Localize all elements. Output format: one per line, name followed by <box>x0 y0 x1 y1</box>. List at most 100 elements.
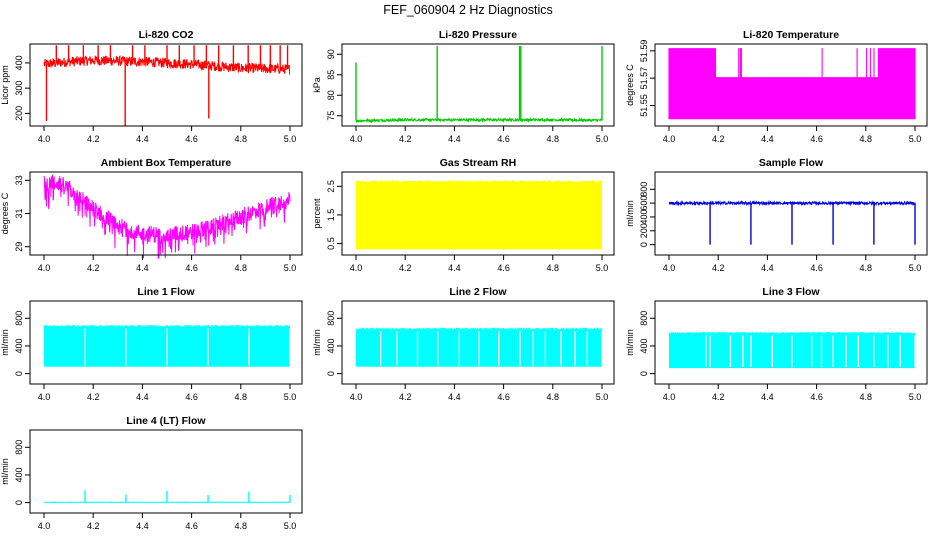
panel-1-frame <box>29 43 303 127</box>
panel-6-frame <box>654 171 928 256</box>
panel-7-xtick-label-6: 5.0 <box>284 392 297 402</box>
panel-1-ytick-label-3: 400 <box>14 55 24 70</box>
panel-7-ytick-label-3: 800 <box>14 311 24 326</box>
panel-8-title: Line 2 Flow <box>449 286 507 298</box>
panel-9-ytick-label-2: 400 <box>639 338 649 353</box>
panel-4-xtick-label-3: 4.4 <box>136 263 149 273</box>
panel-9-xtick-label-3: 4.4 <box>761 392 774 402</box>
panel-10-frame <box>29 429 303 514</box>
panel-4-ylabel: degrees C <box>0 192 10 234</box>
panel-9-frame <box>654 300 928 385</box>
panel-9-xtick-label-2: 4.2 <box>712 392 725 402</box>
panel-2-xtick-label-4: 4.6 <box>497 134 510 144</box>
panel-3-ytick-label-2: 51.57 <box>639 67 649 90</box>
panel-6-xtick-label-3: 4.4 <box>761 263 774 273</box>
panel-7-ylabel: ml/min <box>0 329 10 356</box>
panel-4-xtick-label-1: 4.0 <box>38 263 51 273</box>
panel-6-title: Sample Flow <box>759 157 824 169</box>
panel-4-title: Ambient Box Temperature <box>101 157 232 169</box>
panel-4-ytick-label-1: 29 <box>14 242 24 252</box>
panel-2-xtick-label-5: 4.8 <box>547 134 560 144</box>
panel-1-ylabel: Licor ppm <box>0 65 10 105</box>
panel-6-ytick-label-3: 400 <box>639 209 649 224</box>
panel-6-ytick-label-4: 600 <box>639 196 649 211</box>
panel-8-xtick-label-3: 4.4 <box>448 392 461 402</box>
panel-1-xtick-label-6: 5.0 <box>284 134 297 144</box>
panel-4-series <box>43 174 291 260</box>
panel-10-xtick-label-3: 4.4 <box>136 521 149 531</box>
panel-10-xtick-label-2: 4.2 <box>87 521 100 531</box>
panel-2-xtick-label-6: 5.0 <box>596 134 609 144</box>
panel-5-frame <box>341 171 615 256</box>
panel-4-ytick-label-3: 33 <box>14 175 24 185</box>
panel-7-title: Line 1 Flow <box>137 286 195 298</box>
panel-9-title: Line 3 Flow <box>762 286 820 298</box>
panel-3-frame <box>654 43 928 127</box>
panel-8-xtick-label-6: 5.0 <box>596 392 609 402</box>
panel-2: Li-820 Pressure 4.0 4.2 4.4 4.6 4.8 5.0 75 80 85 9… <box>312 29 615 144</box>
panel-9-xtick-label-5: 4.8 <box>860 392 873 402</box>
panel-7-ytick-label-2: 400 <box>14 338 24 353</box>
panel-3-xtick-label-4: 4.6 <box>810 134 823 144</box>
panel-9: Line 3 Flow 4.0 4.2 4.4 4.6 4.8 5.0 0 400 800 ml/m… <box>625 286 928 402</box>
panel-9-ytick-label-3: 800 <box>639 311 649 326</box>
panel-1-title: Li-820 CO2 <box>139 29 194 41</box>
panel-3-ytick-label-3: 51.59 <box>639 40 649 63</box>
panel-9-ylabel: ml/min <box>625 329 635 356</box>
panel-3-title: Li-820 Temperature <box>743 29 839 41</box>
panel-7-frame <box>29 300 303 385</box>
panel-6-xtick-label-5: 4.8 <box>860 263 873 273</box>
panel-8-frame <box>341 300 615 385</box>
panel-3-xtick-label-3: 4.4 <box>761 134 774 144</box>
panel-6-ytick-label-1: 0 <box>639 242 649 247</box>
panel-6-ylabel: ml/min <box>625 200 635 227</box>
panel-10-title: Line 4 (LT) Flow <box>126 415 206 427</box>
panel-7: Line 1 Flow 4.0 4.2 4.4 4.6 4.8 5.0 0 400 800 ml/m… <box>0 286 303 402</box>
panel-1: Li-820 CO2 4.0 4.2 4.4 4.6 4.8 5.0 200 300 400 Lic… <box>0 29 303 144</box>
panel-5-ytick-label-2: 1.5 <box>326 209 336 222</box>
panel-7-xtick-label-5: 4.8 <box>235 392 248 402</box>
panel-8-ylabel: ml/min <box>312 329 322 356</box>
panel-9-band-edge <box>668 331 916 334</box>
panel-1-xtick-label-1: 4.0 <box>38 134 51 144</box>
panel-1-xtick-label-4: 4.6 <box>185 134 198 144</box>
panel-4-xtick-label-6: 5.0 <box>284 263 297 273</box>
panel-3: Li-820 Temperature 4.0 4.2 4.4 4.6 4.8 5.0 51.5… <box>625 29 928 144</box>
panel-2-frame <box>341 43 615 127</box>
panel-4-xtick-label-2: 4.2 <box>87 263 100 273</box>
panel-5-xtick-label-2: 4.2 <box>399 263 412 273</box>
panel-3-xtick-label-5: 4.8 <box>860 134 873 144</box>
panel-8-ytick-label-1: 0 <box>326 371 336 376</box>
panel-10-ylabel: ml/min <box>0 458 10 485</box>
panel-6-xtick-label-1: 4.0 <box>663 263 676 273</box>
panel-5-xtick-label-3: 4.4 <box>448 263 461 273</box>
panel-3-xtick-label-2: 4.2 <box>712 134 725 144</box>
panel-10-xtick-label-1: 4.0 <box>38 521 51 531</box>
panel-5-ytick-label-1: 0.5 <box>326 237 336 250</box>
panel-6-series <box>668 199 916 245</box>
panel-2-ylabel: kPa <box>312 77 322 93</box>
panel-5-xtick-label-4: 4.6 <box>497 263 510 273</box>
panel-2-ytick-label-1: 75 <box>326 111 336 121</box>
panel-3-xtick-label-6: 5.0 <box>909 134 922 144</box>
panel-8-xtick-label-5: 4.8 <box>547 392 560 402</box>
panel-4-xtick-label-5: 4.8 <box>235 263 248 273</box>
panel-5-series <box>355 180 603 250</box>
panel-2-series <box>355 46 603 124</box>
panel-1-xtick-label-3: 4.4 <box>136 134 149 144</box>
panel-6-xtick-label-2: 4.2 <box>712 263 725 273</box>
panel-10-xtick-label-4: 4.6 <box>185 521 198 531</box>
panel-7-xtick-label-1: 4.0 <box>38 392 51 402</box>
panel-2-ytick-label-3: 85 <box>326 70 336 80</box>
panel-5-ytick-label-3: 2.5 <box>326 180 336 193</box>
figure-title: FEF_060904 2 Hz Diagnostics <box>383 3 553 17</box>
panel-2-title: Li-820 Pressure <box>439 29 517 41</box>
panel-8: Line 2 Flow 4.0 4.2 4.4 4.6 4.8 5.0 0 400 800 ml/m… <box>312 286 615 402</box>
panel-3-ylabel: degrees C <box>625 64 635 106</box>
panel-1-xtick-label-2: 4.2 <box>87 134 100 144</box>
panel-9-xtick-label-4: 4.6 <box>810 392 823 402</box>
panel-7-series <box>43 324 291 367</box>
panel-5-xtick-label-1: 4.0 <box>350 263 363 273</box>
panel-3-series <box>668 48 916 120</box>
